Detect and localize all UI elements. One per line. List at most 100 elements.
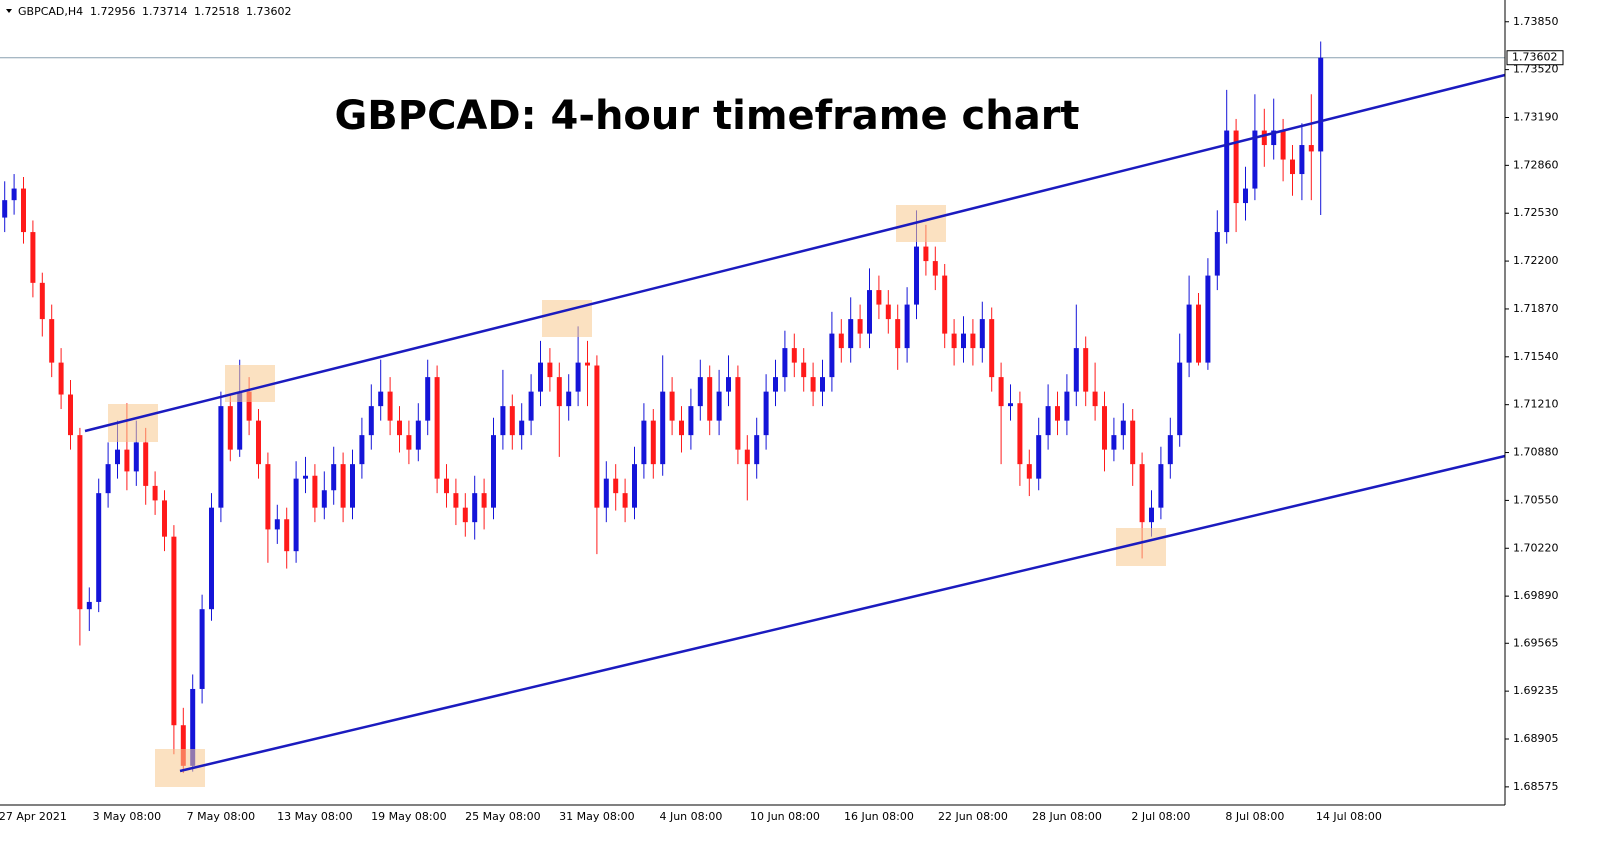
candle-body [246,391,252,421]
x-tick-label: 10 Jun 08:00 [750,810,820,823]
y-tick-label: 1.73850 [1513,15,1559,28]
candle-body [1280,130,1286,160]
candle-body [58,362,64,395]
candle-body [1177,362,1183,436]
candle-body [500,406,506,436]
y-tick-label: 1.72860 [1513,158,1559,171]
candle-body [133,442,139,472]
x-tick-label: 14 Jul 08:00 [1316,810,1382,823]
candle-body [472,493,478,523]
candle-body [21,188,26,233]
symbol: GBPCAD,H4 [18,5,83,18]
candle-body [274,519,280,530]
candle-body [1158,464,1164,508]
candle-body [1299,145,1305,175]
candle-body [970,333,976,349]
candle-body [829,333,835,378]
y-tick-label: 1.70220 [1513,541,1559,554]
x-tick-label: 7 May 08:00 [187,810,255,823]
candle-body [1139,464,1145,523]
candle-body [867,290,872,334]
candle-body [96,493,102,602]
candle-body [942,275,948,334]
candle-body [585,362,590,366]
header-low: 1.72518 [194,5,240,18]
candle-body [1167,435,1173,465]
y-tick-label: 1.71540 [1513,350,1559,363]
candle-body [876,290,882,305]
candle-body [1224,130,1230,233]
candle-body [359,435,365,465]
y-tick-label: 1.72530 [1513,206,1559,219]
lower-trend-line [179,454,1506,773]
candle-body [265,464,271,530]
candle-body [885,304,891,320]
candle-body [171,536,177,726]
candle-body [932,261,938,276]
candle-body [791,348,797,363]
y-tick-label: 1.71870 [1513,302,1559,315]
candle-body [1186,304,1192,363]
candle-body [641,420,647,465]
candle-body [1008,403,1013,407]
candle-body [1308,145,1314,152]
candle-body [303,475,308,479]
x-tick-label: 13 May 08:00 [277,810,352,823]
candle-body [773,377,778,392]
candle-body [528,391,534,421]
candle-body [190,688,196,766]
y-tick-label: 1.68905 [1513,732,1559,745]
candle-body [209,507,214,610]
candle-body [650,420,656,465]
x-tick-label: 3 May 08:00 [93,810,161,823]
candle-body [1045,406,1051,436]
candle-body [556,377,562,407]
candle-body [1130,420,1136,465]
x-tick-label: 22 Jun 08:00 [938,810,1008,823]
candle-body [199,609,205,689]
candle-body [1111,435,1117,450]
candle-body [152,485,158,501]
candle-body [754,435,760,465]
candle-body [669,391,675,421]
candle-body [1073,348,1079,392]
highlight-box [896,205,946,242]
x-tick-label: 25 May 08:00 [465,810,540,823]
candle-body [575,362,581,392]
candle-body [716,391,722,421]
annotations [84,73,1506,787]
x-tick-label: 8 Jul 08:00 [1225,810,1284,823]
candle-body [735,377,741,450]
candle-body [1196,304,1201,363]
candle-body [679,420,684,436]
candle-body [293,478,299,552]
axes: 1.73850 1.73520 1.73190 1.72860 1.72530 1.722… [0,15,1564,823]
candle-body [961,333,966,349]
candle-body [368,406,374,436]
x-tick-label: 28 Jun 08:00 [1032,810,1102,823]
candle-body [1243,188,1248,204]
candle-body [547,362,553,378]
candle-body [989,319,995,378]
candle-body [30,232,36,283]
candle-body [77,435,83,610]
candle-body [2,200,8,218]
candle-body [350,464,355,508]
candle-body [782,348,788,378]
y-tick-label: 1.68575 [1513,780,1559,793]
candle-body [124,449,130,472]
candle-body [444,478,449,494]
candle-body [613,478,619,494]
candle-body [86,601,92,610]
y-tick-label: 1.73520 [1513,63,1559,76]
last-price-box [1506,50,1564,66]
candle-body [904,304,910,349]
y-tick-label: 1.72200 [1513,254,1559,267]
candle-body [406,435,412,450]
y-tick-label: 1.69235 [1513,684,1559,697]
candle-body [312,475,318,508]
chart-title: GBPCAD: 4-hour timeframe chart [334,93,1079,139]
candle-body [105,464,111,494]
